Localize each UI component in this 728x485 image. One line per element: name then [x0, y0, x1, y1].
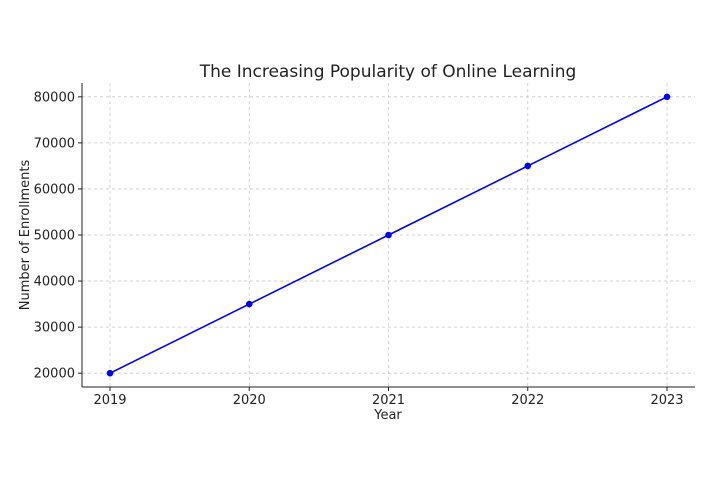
data-point: [663, 93, 671, 101]
y-axis-label: Number of Enrollments: [18, 160, 33, 311]
series-layer: [106, 93, 671, 377]
y-tick-label: 20000: [34, 367, 75, 382]
data-point: [385, 231, 392, 239]
chart-title: The Increasing Popularity of Online Lear…: [199, 62, 577, 82]
y-tick-label: 40000: [34, 275, 75, 290]
data-point: [524, 162, 532, 170]
x-tick-label: 2019: [93, 393, 126, 408]
y-tick-label: 80000: [34, 90, 75, 105]
data-point: [106, 369, 114, 377]
y-tick-label: 60000: [34, 182, 75, 197]
x-tick-label: 2020: [233, 393, 266, 408]
x-tick-label: 2021: [372, 393, 405, 408]
y-tick-label: 30000: [34, 321, 75, 336]
y-tick-label: 70000: [34, 136, 75, 151]
x-axis-label: Year: [373, 408, 402, 423]
data-point: [245, 300, 253, 308]
x-tick-label: 2023: [650, 393, 683, 408]
axes: 2019 2020 2021 2022 2023 20000 30000 40000 50000…: [34, 83, 695, 408]
y-tick-label: 50000: [34, 229, 75, 244]
x-tick-label: 2022: [511, 393, 544, 408]
